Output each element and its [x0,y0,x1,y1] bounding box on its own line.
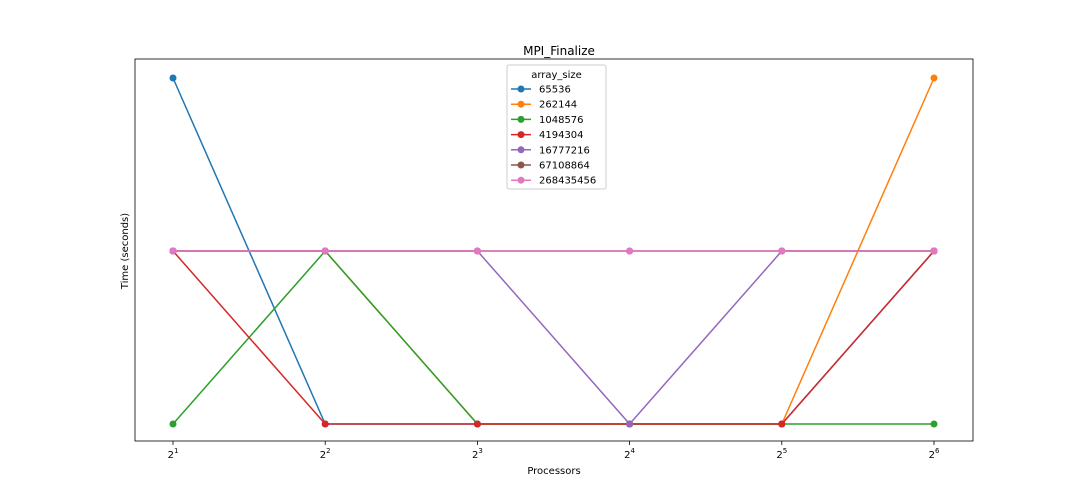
x-tick-base: 2 [168,450,174,461]
legend-item: 1048576 [511,115,584,126]
data-point [169,420,177,428]
x-axis-label: Processors [527,466,580,477]
x-tick-label: 26 [929,447,940,461]
legend-marker [517,115,525,123]
legend-marker [517,131,525,139]
x-tick-exponent: 4 [631,447,636,455]
legend: array_size 65536 262144 1048576 4194304 16777… [506,64,607,190]
x-tick-base: 2 [776,450,782,461]
legend-marker [517,100,525,108]
legend-marker [517,146,525,154]
x-tick-base: 2 [624,450,630,461]
x-tick-label: 25 [776,447,787,461]
legend-item: 65536 [511,85,571,96]
x-tick-label: 24 [624,447,635,461]
data-point [778,247,786,255]
series-268435456 [169,247,938,255]
x-tick-label: 21 [168,447,179,461]
series-layer [169,74,938,428]
data-point [473,420,481,428]
x-tick-label: 22 [320,447,331,461]
x-tick-exponent: 6 [935,447,940,455]
data-point [930,247,938,255]
legend-box [506,64,607,190]
legend-label: 67108864 [539,161,590,172]
legend-marker [517,161,525,169]
legend-marker [517,85,525,93]
x-tick-exponent: 2 [326,447,330,455]
legend-item: 67108864 [511,161,590,172]
legend-title: array_size [531,70,582,81]
legend-label: 16777216 [539,145,590,156]
legend-marker [517,176,525,184]
x-tick-exponent: 5 [783,447,787,455]
data-point [778,420,786,428]
legend-label: 268435456 [539,176,596,187]
x-tick-exponent: 1 [174,447,178,455]
data-point [626,247,634,255]
data-point [321,247,329,255]
legend-item: 268435456 [511,176,596,187]
data-point [930,420,938,428]
x-tick-base: 2 [929,450,935,461]
legend-item: 16777216 [511,145,590,156]
x-axis-ticks: 21 22 23 24 25 26 [168,441,940,461]
axes-frame [134,58,974,442]
x-tick-base: 2 [472,450,478,461]
chart-title: MPI_Finalize [523,44,595,58]
legend-label: 1048576 [539,115,584,126]
x-tick-exponent: 3 [478,447,482,455]
x-tick-base: 2 [320,450,326,461]
legend-label: 4194304 [539,130,584,141]
legend-item: 262144 [511,100,577,111]
legend-label: 262144 [539,100,577,111]
y-axis-label: Time (seconds) [120,213,131,290]
series-line [172,250,935,425]
legend-label: 65536 [539,85,571,96]
data-point [473,247,481,255]
data-point [626,420,634,428]
data-point [321,420,329,428]
data-point [169,74,177,82]
legend-item: 4194304 [511,130,584,141]
x-tick-label: 23 [472,447,483,461]
data-point [169,247,177,255]
data-point [930,74,938,82]
